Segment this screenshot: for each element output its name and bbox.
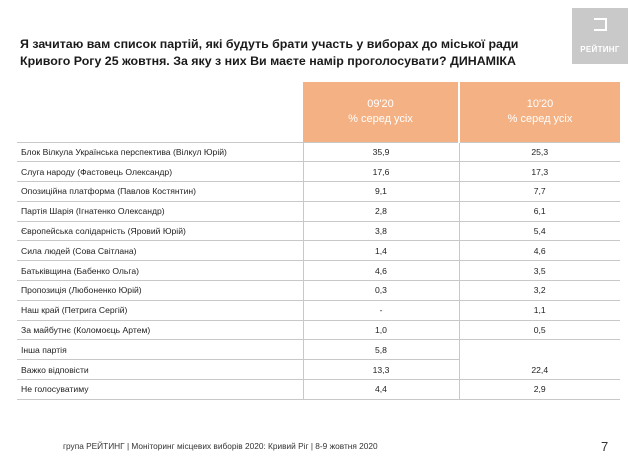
value-cell-0920: 5,8	[302, 339, 459, 361]
party-name-cell: За майбутнє (Коломоєць Артем)	[17, 319, 303, 341]
value-cell-0920: 0,3	[302, 280, 459, 301]
value-cell-1020: 25,3	[458, 141, 620, 163]
party-name-cell: Опозиційна платформа (Павлов Костянтин)	[17, 181, 303, 202]
value-cell-1020	[458, 339, 620, 360]
value-cell-1020: 2,9	[458, 379, 620, 400]
header-col-1020: 10'20 % серед усіх	[458, 82, 620, 142]
party-name-cell: Батьківщина (Бабенко Ольга)	[17, 260, 303, 282]
table-row: Опозиційна платформа (Павлов Костянтин) 9…	[17, 181, 620, 202]
value-cell-0920: -	[302, 299, 459, 321]
table-row: Інша партія 5,8	[17, 339, 620, 361]
table-row: Блок Вілкула Українська перспектива (Віл…	[17, 141, 620, 163]
value-cell-1020: 0,5	[458, 319, 620, 341]
header-col-0920: 09'20 % серед усіх	[303, 82, 459, 142]
slide-title: Я зачитаю вам список партій, які будуть …	[20, 37, 519, 68]
table-row: Європейська солідарність (Яровий Юрій) 3,…	[17, 220, 620, 242]
table-row: Не голосуватиму 4,4 2,9	[17, 379, 620, 400]
value-cell-1020: 17,3	[458, 161, 620, 183]
logo-bracket-icon	[594, 18, 607, 31]
party-name-cell: Партія Шарія (Ігнатенко Олександр)	[17, 200, 303, 222]
value-cell-1020: 7,7	[458, 181, 620, 202]
table-row: Слуга народу (Фастовець Олександр) 17,6 17…	[17, 161, 620, 183]
rating-logo: РЕЙТИНГ	[572, 8, 628, 64]
party-name-cell: Сила людей (Сова Світлана)	[17, 240, 303, 262]
value-cell-1020: 3,5	[458, 260, 620, 282]
header-blank-cell	[17, 82, 303, 142]
table-row: Важко відповісти 13,3 22,4	[17, 359, 620, 381]
table-row: Батьківщина (Бабенко Ольга) 4,6 3,5	[17, 260, 620, 282]
value-cell-0920: 35,9	[302, 141, 459, 163]
value-cell-0920: 2,8	[302, 200, 459, 222]
header-subtitle: % серед усіх	[348, 112, 413, 125]
header-period: 09'20	[367, 97, 394, 110]
value-cell-1020: 6,1	[458, 200, 620, 222]
party-name-cell: Інша партія	[17, 339, 303, 361]
party-name-cell: Блок Вілкула Українська перспектива (Віл…	[17, 141, 303, 163]
party-name-cell: Важко відповісти	[17, 359, 303, 381]
footer-text: група РЕЙТИНГ | Моніторинг місцевих вибо…	[63, 441, 378, 451]
party-name-cell: Європейська солідарність (Яровий Юрій)	[17, 220, 303, 242]
value-cell-0920: 9,1	[302, 181, 459, 202]
page-number: 7	[601, 439, 609, 454]
value-cell-0920: 1,4	[302, 240, 459, 262]
value-cell-0920: 4,6	[302, 260, 459, 282]
value-cell-0920: 17,6	[302, 161, 459, 183]
header-period: 10'20	[526, 97, 554, 110]
value-cell-1020: 5,4	[458, 220, 620, 242]
value-cell-0920: 13,3	[302, 359, 459, 381]
value-cell-1020: 3,2	[458, 280, 620, 301]
header-subtitle: % серед усіх	[507, 112, 573, 125]
party-name-cell: Наш край (Петрига Сергій)	[17, 299, 303, 321]
value-cell-1020: 1,1	[458, 299, 620, 321]
value-cell-0920: 4,4	[302, 379, 459, 400]
table-row: Сила людей (Сова Світлана) 1,4 4,6	[17, 240, 620, 262]
table-row: Пропозиція (Любоненко Юрій) 0,3 3,2	[17, 280, 620, 301]
table-row: Наш край (Петрига Сергій) -1,1	[17, 299, 620, 321]
value-cell-1020: 4,6	[458, 240, 620, 262]
value-cell-0920: 3,8	[302, 220, 459, 242]
logo-text: РЕЙТИНГ	[580, 45, 620, 54]
value-cell-0920: 1,0	[302, 319, 459, 341]
results-table: 09'20 % серед усіх 10'20 % серед усіх Бл…	[17, 82, 620, 400]
table-header-row: 09'20 % серед усіх 10'20 % серед усіх	[17, 82, 620, 142]
party-name-cell: Не голосуватиму	[17, 379, 303, 400]
party-name-cell: Слуга народу (Фастовець Олександр)	[17, 161, 303, 183]
table-row: Партія Шарія (Ігнатенко Олександр) 2,8 6,1	[17, 200, 620, 222]
party-name-cell: Пропозиція (Любоненко Юрій)	[17, 280, 303, 301]
value-cell-1020: 22,4	[458, 359, 620, 381]
table-row: За майбутнє (Коломоєць Артем) 1,0 0,5	[17, 319, 620, 341]
